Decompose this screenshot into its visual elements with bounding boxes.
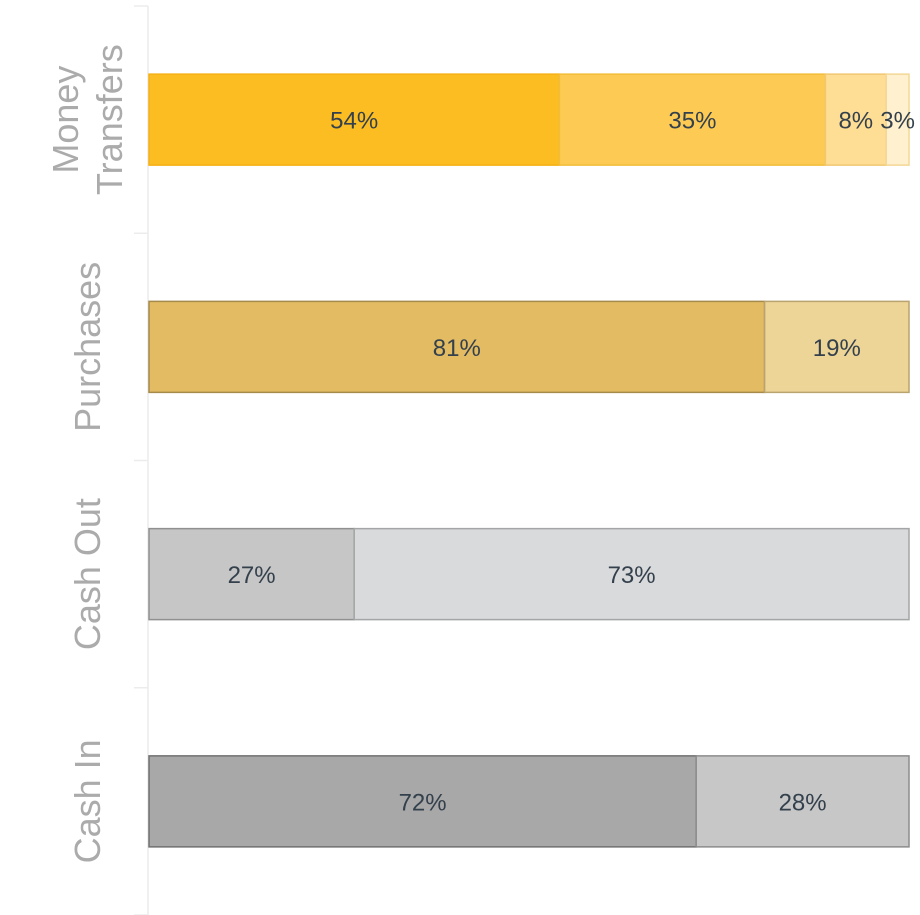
category-label-line: Purchases xyxy=(67,262,108,432)
bar-segment xyxy=(763,300,910,394)
data-label: 28% xyxy=(779,789,827,816)
bar-group: 81% 19% xyxy=(148,300,910,394)
data-label: 72% xyxy=(399,789,447,816)
data-label: 3% xyxy=(880,108,915,135)
bar-segment xyxy=(695,755,910,848)
data-label: 73% xyxy=(608,562,656,589)
bar-segment xyxy=(148,755,697,848)
bar-segment xyxy=(558,73,827,166)
category-label-line: Money xyxy=(45,66,86,174)
category-label-line: Cash Out xyxy=(67,498,108,650)
data-label: 19% xyxy=(813,335,861,362)
bars-layer: 54% 35% 8% 3% 81% 19% 27% 73% 72% 28% xyxy=(148,73,915,848)
bar-group: 72% 28% xyxy=(148,755,910,848)
category-labels: MoneyTransfers Purchases Cash Out Cash In xyxy=(45,44,130,863)
category-axis xyxy=(134,5,149,915)
data-label: 27% xyxy=(228,562,276,589)
bar-segment xyxy=(353,527,910,621)
bar-segment xyxy=(148,73,561,166)
data-label: 54% xyxy=(330,108,378,135)
category-label: Cash Out xyxy=(67,498,108,650)
bar-group: 27% 73% xyxy=(148,527,910,621)
category-label-line: Cash In xyxy=(67,739,108,863)
category-label: MoneyTransfers xyxy=(45,44,130,195)
bar-segment xyxy=(824,73,887,166)
data-label: 81% xyxy=(433,335,481,362)
bar-segment xyxy=(148,527,355,621)
category-label: Purchases xyxy=(67,262,108,432)
data-label: 35% xyxy=(668,108,716,135)
data-label: 8% xyxy=(838,108,873,135)
category-label-line: Transfers xyxy=(89,44,130,195)
bar-group: 54% 35% 8% 3% xyxy=(148,73,915,166)
category-label: Cash In xyxy=(67,739,108,863)
bar-segment xyxy=(885,73,910,166)
